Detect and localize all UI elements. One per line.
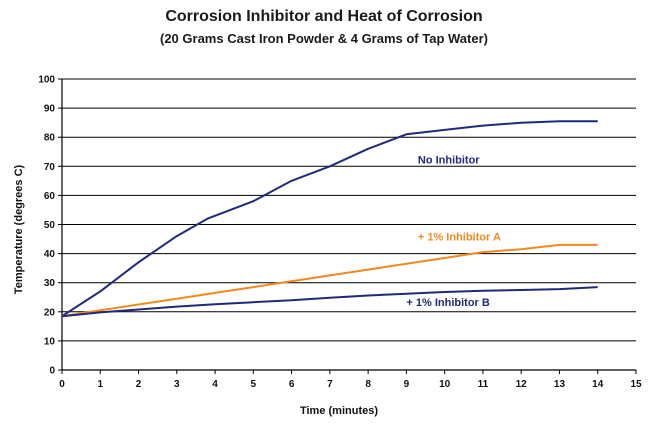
series-label-2: + 1% Inhibitor B (406, 297, 489, 309)
x-tick-label-14: 14 (592, 379, 604, 390)
x-tick-label-10: 10 (439, 379, 451, 390)
x-tick-label-13: 13 (554, 379, 566, 390)
y-tick-label-30: 30 (44, 278, 56, 289)
y-tick-label-20: 20 (44, 307, 56, 318)
chart-title: Corrosion Inhibitor and Heat of Corrosio… (165, 8, 483, 25)
y-tick-labels: 0 10 20 30 40 50 60 70 80 90 100 (38, 75, 55, 377)
x-tick-label-6: 6 (289, 379, 295, 390)
x-tick-label-2: 2 (136, 379, 142, 390)
y-tick-label-80: 80 (44, 133, 56, 144)
x-tick-label-0: 0 (59, 379, 65, 390)
y-tick-label-70: 70 (44, 162, 56, 173)
x-tick-label-3: 3 (174, 379, 180, 390)
x-axis-label: Time (minutes) (300, 405, 378, 417)
series-label-1: + 1% Inhibitor A (418, 232, 501, 244)
chart-subtitle: (20 Grams Cast Iron Powder & 4 Grams of … (160, 31, 488, 46)
y-tick-label-40: 40 (44, 249, 56, 260)
x-tick-label-9: 9 (404, 379, 410, 390)
x-tick-label-7: 7 (327, 379, 333, 390)
y-tick-label-100: 100 (38, 75, 55, 86)
series-label-0: No Inhibitor (418, 154, 480, 166)
x-tick-label-1: 1 (97, 379, 103, 390)
series-lines (61, 120, 598, 318)
y-tick-label-0: 0 (49, 366, 55, 377)
series-line-0 (61, 120, 598, 318)
x-tick-label-15: 15 (630, 379, 642, 390)
x-tick-label-5: 5 (251, 379, 257, 390)
gridlines (62, 78, 636, 371)
x-tick-label-8: 8 (365, 379, 371, 390)
y-axis-label: Temperature (degrees C) (13, 164, 25, 294)
x-tick-label-12: 12 (516, 379, 528, 390)
series-labels: No Inhibitor + 1% Inhibitor A + 1% Inhibit… (406, 154, 501, 309)
x-tick-label-4: 4 (212, 379, 218, 390)
x-tick-labels: 0 1 2 3 4 5 6 7 8 9 10 11 12 13 14 15 (59, 379, 642, 390)
y-tick-label-10: 10 (44, 336, 56, 347)
y-tick-label-90: 90 (44, 104, 56, 115)
series-line-1 (61, 243, 598, 318)
y-tick-label-50: 50 (44, 220, 56, 231)
y-tick-label-60: 60 (44, 191, 56, 202)
axes (58, 78, 637, 374)
series-line-2 (61, 286, 598, 318)
x-tick-label-11: 11 (478, 379, 489, 390)
